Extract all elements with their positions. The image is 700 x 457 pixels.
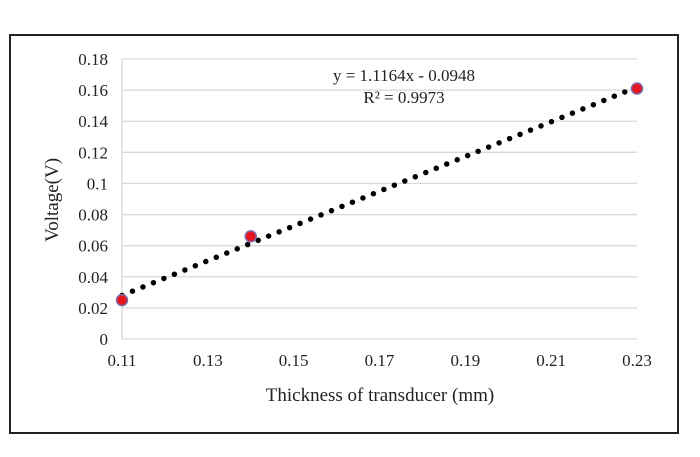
x-tick-label: 0.17	[365, 351, 395, 370]
y-tick-label: 0.18	[78, 50, 108, 69]
y-tick-label: 0.16	[78, 81, 108, 100]
y-tick-label: 0.04	[78, 268, 108, 287]
trendline	[119, 84, 640, 299]
y-tick-label: 0.08	[78, 206, 108, 225]
x-tick-label: 0.23	[622, 351, 652, 370]
y-tick-label: 0.1	[87, 174, 108, 193]
x-tick-label: 0.19	[450, 351, 480, 370]
y-tick-label: 0	[100, 330, 109, 349]
y-tick-label: 0.06	[78, 237, 108, 256]
x-tick-label: 0.11	[107, 351, 136, 370]
data-point	[630, 82, 644, 95]
y-axis-label: Voltage(V)	[42, 158, 63, 242]
y-tick-label: 0.14	[78, 112, 108, 131]
trendline-equation: y = 1.1164x - 0.0948	[333, 66, 475, 85]
r-squared-label: R² = 0.9973	[363, 88, 444, 107]
data-point	[244, 230, 257, 243]
y-tick-label: 0.12	[78, 143, 108, 162]
data-point	[115, 293, 129, 307]
x-tick-label: 0.15	[279, 351, 309, 370]
x-tick-label: 0.13	[193, 351, 223, 370]
x-tick-label: 0.21	[536, 351, 566, 370]
x-axis-label: Thickness of transducer (mm)	[266, 385, 494, 406]
chart-frame	[9, 34, 679, 434]
y-tick-label: 0.02	[78, 299, 108, 318]
